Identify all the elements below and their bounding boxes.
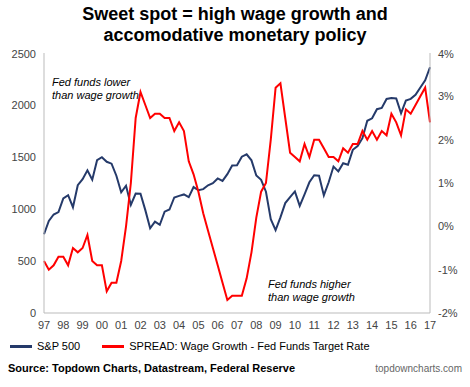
html-text:Sweet spot = high wage growth: Sweet spot = high wage growth and accomo… (82, 4, 388, 45)
svg-text:01: 01 (115, 319, 127, 331)
svg-text:2000: 2000 (12, 99, 36, 111)
svg-text:16: 16 (405, 319, 417, 331)
svg-text:4%: 4% (438, 48, 454, 60)
svg-text:500: 500 (18, 255, 36, 267)
svg-text:15: 15 (385, 319, 397, 331)
svg-text:2500: 2500 (12, 48, 36, 60)
svg-text:07: 07 (231, 319, 243, 331)
svg-text:08: 08 (250, 319, 262, 331)
svg-text:3%: 3% (438, 90, 454, 102)
svg-text:05: 05 (192, 319, 204, 331)
svg-text:13: 13 (347, 319, 359, 331)
html-text:Source: Topdown Charts, Datast: Source: Topdown Charts, Datastream, Fede… (8, 362, 296, 374)
svg-text:-1%: -1% (438, 264, 458, 276)
svg-text:1000: 1000 (12, 203, 36, 215)
html-text:Fed funds lower: Fed funds lower (52, 76, 131, 88)
svg-text:1500: 1500 (12, 151, 36, 163)
svg-text:11: 11 (308, 319, 319, 331)
html-text:S&P 500: S&P 500 (37, 340, 81, 352)
svg-text:99: 99 (76, 319, 88, 331)
svg-text:0: 0 (30, 307, 36, 319)
svg-text:-2%: -2% (438, 307, 458, 319)
html-text:than wage growth: than wage growth (268, 291, 355, 303)
svg-text:97: 97 (38, 319, 50, 331)
svg-text:03: 03 (154, 319, 166, 331)
svg-text:00: 00 (96, 319, 108, 331)
svg-text:12: 12 (327, 319, 339, 331)
html-text:topdowncharts.com: topdowncharts.com (375, 363, 462, 374)
svg-text:98: 98 (57, 319, 69, 331)
svg-text:17: 17 (424, 319, 436, 331)
svg-text:06: 06 (212, 319, 224, 331)
svg-text:14: 14 (366, 319, 378, 331)
svg-text:2%: 2% (438, 134, 454, 146)
html-text:than wage growth: than wage growth (52, 89, 139, 101)
svg-text:02: 02 (134, 319, 146, 331)
svg-text:10: 10 (289, 319, 301, 331)
html-text:SPREAD: Wage Growth - Fed Fund: SPREAD: Wage Growth - Fed Funds Target R… (129, 340, 370, 352)
svg-text:04: 04 (173, 319, 185, 331)
svg-text:09: 09 (269, 319, 281, 331)
html-text:Fed funds higher: Fed funds higher (268, 278, 351, 290)
svg-text:1%: 1% (438, 177, 454, 189)
svg-text:0%: 0% (438, 220, 454, 232)
